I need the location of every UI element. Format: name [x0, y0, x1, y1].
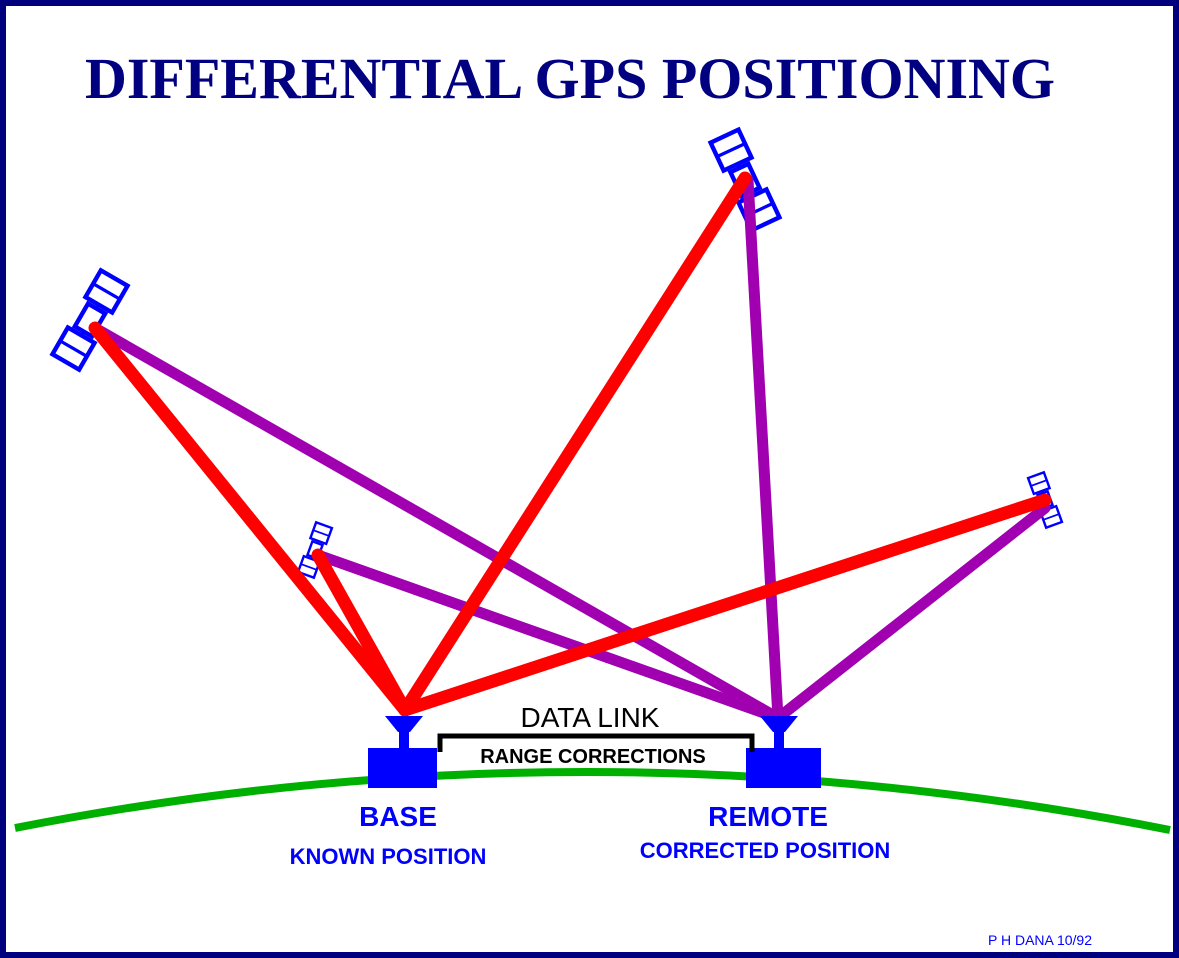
station-description: CORRECTED POSITION: [640, 838, 891, 863]
frame: [3, 3, 1176, 955]
station-name: BASE: [359, 801, 437, 832]
title: DIFFERENTIAL GPS POSITIONING: [85, 46, 1055, 111]
data-link-sublabel: RANGE CORRECTIONS: [480, 746, 706, 768]
diagram: DIFFERENTIAL GPS POSITIONING DATA LINK R…: [0, 0, 1179, 958]
data-link-label: DATA LINK: [520, 702, 659, 733]
station-description: KNOWN POSITION: [290, 844, 487, 869]
station-name: REMOTE: [708, 801, 828, 832]
credit: P H DANA 10/92: [988, 932, 1092, 948]
